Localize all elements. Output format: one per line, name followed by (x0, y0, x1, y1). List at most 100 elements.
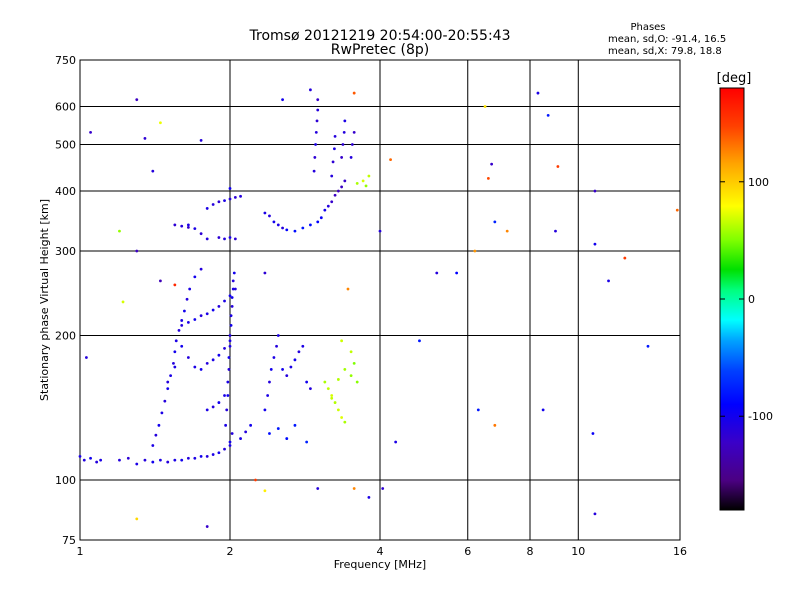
data-point (223, 447, 226, 451)
data-point (275, 344, 278, 348)
data-point (326, 387, 330, 391)
data-point (226, 380, 230, 384)
data-point (336, 189, 340, 193)
data-point (593, 189, 597, 193)
data-point (301, 226, 305, 230)
data-point (205, 312, 209, 316)
data-point (223, 347, 226, 350)
data-point (435, 271, 439, 275)
data-point (239, 437, 242, 440)
data-point (228, 334, 232, 337)
chart-title: Tromsø 20121219 20:54:00-20:55:43 (249, 28, 511, 44)
data-point (305, 440, 309, 444)
data-point (350, 143, 354, 146)
data-point (476, 408, 480, 412)
x-tick-label: 16 (673, 545, 687, 558)
data-point (305, 380, 309, 384)
data-point (326, 204, 330, 208)
data-point (230, 305, 234, 308)
data-point (205, 455, 209, 458)
data-point (268, 380, 271, 384)
y-tick-label: 200 (55, 330, 76, 343)
data-point (293, 423, 297, 427)
data-point (340, 156, 344, 159)
data-point (159, 121, 162, 125)
data-point (154, 433, 158, 437)
data-point (205, 408, 209, 412)
data-point (340, 339, 344, 343)
data-point (330, 174, 334, 178)
data-point (355, 181, 359, 185)
data-point (205, 361, 209, 365)
data-point (314, 130, 318, 134)
data-point (217, 401, 221, 404)
data-point (228, 444, 232, 447)
stats-line-o: mean, sd,O: -91.4, 16.5 (608, 34, 726, 45)
data-point (193, 227, 197, 231)
data-point (211, 308, 215, 312)
data-point (314, 143, 317, 146)
data-point (378, 229, 382, 233)
data-point (186, 356, 190, 359)
data-point (281, 226, 284, 230)
data-point (82, 458, 86, 462)
data-point (126, 456, 130, 460)
data-point (343, 368, 347, 371)
data-point (330, 394, 334, 397)
data-point (254, 478, 257, 482)
data-point (319, 216, 323, 220)
data-point (89, 456, 92, 460)
data-point (229, 323, 233, 327)
data-point (95, 460, 99, 464)
data-point (269, 368, 273, 371)
data-point (205, 525, 209, 528)
data-point (226, 394, 230, 397)
data-point (230, 432, 234, 435)
data-point (135, 517, 139, 521)
data-point (151, 460, 155, 464)
data-point (316, 98, 320, 102)
data-point (223, 237, 226, 241)
data-point (333, 134, 337, 138)
data-point (455, 271, 459, 275)
data-point (228, 187, 232, 190)
data-point (199, 455, 203, 458)
data-point (205, 207, 209, 210)
data-point (276, 223, 280, 227)
data-points (78, 88, 679, 528)
data-point (263, 489, 267, 493)
data-point (180, 458, 184, 462)
data-point (227, 356, 231, 359)
data-point (607, 279, 610, 283)
data-point (541, 408, 545, 412)
y-tick-label: 100 (55, 474, 76, 487)
data-point (231, 279, 235, 283)
data-point (228, 197, 232, 201)
data-point (186, 223, 190, 227)
data-point (118, 458, 121, 462)
data-point (266, 394, 270, 397)
data-point (199, 138, 203, 142)
data-point (173, 458, 177, 462)
colorbar-ticks: 100 0 -100 (720, 176, 773, 423)
data-point (293, 229, 297, 233)
data-point (173, 350, 177, 354)
data-point (217, 305, 221, 308)
data-point (180, 319, 184, 322)
data-point (163, 399, 167, 403)
data-point (193, 318, 197, 321)
x-tick-label: 2 (227, 545, 234, 558)
data-point (349, 156, 353, 159)
data-point (173, 283, 177, 287)
data-point (217, 353, 221, 357)
data-point (352, 130, 356, 134)
data-point (78, 455, 82, 458)
data-point (99, 458, 103, 462)
data-point (268, 432, 271, 435)
data-point (276, 334, 280, 337)
data-point (367, 174, 371, 178)
stats-heading: Phases (630, 22, 665, 33)
data-point (186, 321, 190, 324)
y-tick-label: 600 (55, 101, 76, 114)
